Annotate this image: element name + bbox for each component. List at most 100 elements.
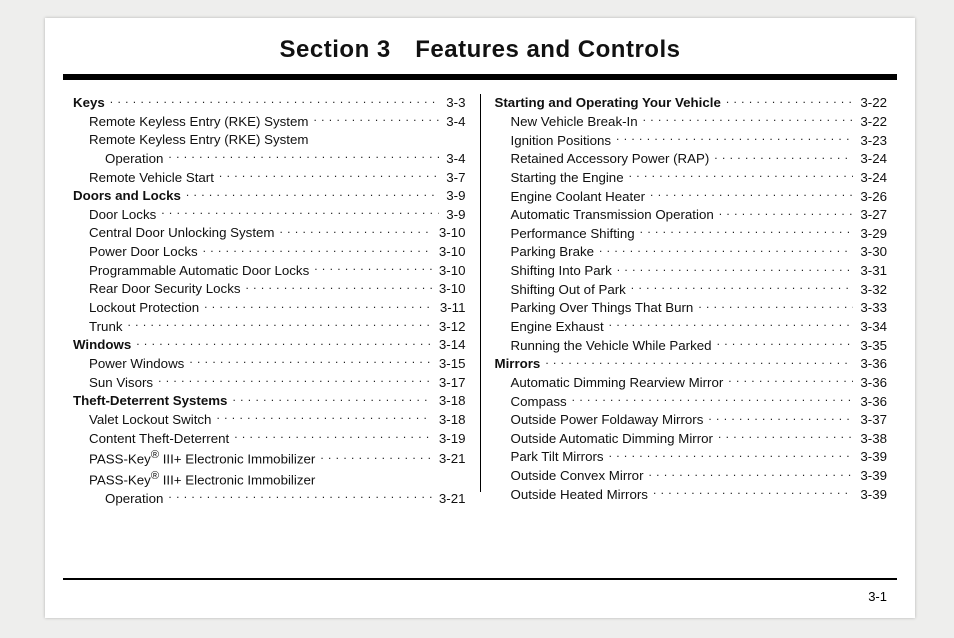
toc-page: 3-14: [437, 336, 466, 354]
title-rule: [63, 74, 897, 80]
toc-entry: Power Windows3-15: [73, 355, 466, 374]
toc-leader-dots: [599, 243, 853, 256]
toc-page: 3-9: [444, 187, 465, 205]
toc-leader-dots: [320, 450, 432, 463]
toc-label: Outside Automatic Dimming Mirror: [511, 430, 713, 448]
footer-page-number: 3-1: [868, 589, 887, 604]
toc-entry: Parking Over Things That Burn3-33: [495, 299, 888, 318]
toc-right-column: Starting and Operating Your Vehicle3-22N…: [495, 94, 888, 508]
toc-entry: Outside Convex Mirror3-39: [495, 467, 888, 486]
toc-label: Programmable Automatic Door Locks: [89, 262, 309, 280]
toc-page: 3-36: [858, 374, 887, 392]
toc-page: 3-10: [437, 280, 466, 298]
toc-page: 3-39: [858, 486, 887, 504]
toc-page: 3-17: [437, 374, 466, 392]
toc-leader-dots: [714, 150, 853, 163]
toc-label: Doors and Locks: [73, 187, 181, 205]
toc-entry: Parking Brake 3-30: [495, 243, 888, 262]
toc-label: Retained Accessory Power (RAP): [511, 150, 710, 168]
toc-entry: Doors and Locks 3-9: [73, 187, 466, 206]
toc-label: Outside Heated Mirrors: [511, 486, 648, 504]
toc-page: 3-21: [437, 490, 466, 508]
toc-entry: Running the Vehicle While Parked3-35: [495, 336, 888, 355]
toc-entry: Programmable Automatic Door Locks3-10: [73, 261, 466, 280]
toc-page: 3-27: [858, 206, 887, 224]
toc-label: Valet Lockout Switch: [89, 411, 211, 429]
toc-label: Remote Keyless Entry (RKE) System: [89, 131, 308, 149]
toc-leader-dots: [219, 168, 439, 181]
toc-label: Performance Shifting: [511, 225, 635, 243]
toc-label: Trunk: [89, 318, 123, 336]
toc-label: Operation: [105, 150, 163, 168]
toc-label: Power Door Locks: [89, 243, 198, 261]
page: Section 3 Features and Controls Keys3-3 R…: [45, 18, 915, 618]
toc-page: 3-9: [444, 206, 465, 224]
toc-entry: Shifting Into Park3-31: [495, 262, 888, 281]
toc-label: Rear Door Security Locks: [89, 280, 241, 298]
toc-leader-dots: [203, 243, 432, 256]
toc-entry: Retained Accessory Power (RAP)3-24: [495, 150, 888, 169]
toc-label: Mirrors: [495, 355, 541, 373]
toc-leader-dots: [609, 448, 854, 461]
toc-page: 3-10: [437, 224, 466, 242]
toc-entry: PASS-Key® III+ Electronic Immobilizer: [73, 469, 466, 490]
toc-leader-dots: [110, 94, 439, 107]
toc-leader-dots: [726, 94, 854, 107]
toc-label: Running the Vehicle While Parked: [511, 337, 712, 355]
toc-label: Windows: [73, 336, 131, 354]
toc-label: Outside Power Foldaway Mirrors: [511, 411, 704, 429]
toc-label: Starting the Engine: [511, 169, 624, 187]
toc-leader-dots: [609, 318, 854, 331]
column-separator: [480, 94, 481, 492]
toc-page: 3-32: [858, 281, 887, 299]
toc-page: 3-29: [858, 225, 887, 243]
toc-leader-dots: [186, 187, 439, 200]
toc-leader-dots: [640, 224, 854, 237]
toc-leader-dots: [158, 373, 432, 386]
toc-page: 3-34: [858, 318, 887, 336]
toc-entry: Rear Door Security Locks 3-10: [73, 280, 466, 299]
toc-label: Park Tilt Mirrors: [511, 448, 604, 466]
toc-label: Door Locks: [89, 206, 156, 224]
footer-rule: [63, 578, 897, 580]
toc-label: Parking Brake: [511, 243, 595, 261]
toc-page: 3-30: [858, 243, 887, 261]
toc-label: Power Windows: [89, 355, 184, 373]
toc-entry: Starting the Engine3-24: [495, 169, 888, 188]
toc-page: 3-36: [858, 393, 887, 411]
toc-entry: Sun Visors3-17: [73, 373, 466, 392]
toc-entry: New Vehicle Break-In3-22: [495, 113, 888, 132]
toc-leader-dots: [650, 187, 853, 200]
toc-label: Engine Exhaust: [511, 318, 604, 336]
toc-entry: Shifting Out of Park 3-32: [495, 280, 888, 299]
toc-label: Ignition Positions: [511, 132, 612, 150]
toc-entry: Compass3-36: [495, 392, 888, 411]
toc-leader-dots: [616, 131, 853, 144]
toc-entry: Theft-Deterrent Systems3-18: [73, 392, 466, 411]
toc-leader-dots: [189, 355, 432, 368]
toc-entry: Door Locks 3-9: [73, 206, 466, 225]
toc-entry: Windows 3-14: [73, 336, 466, 355]
toc-label: PASS-Key® III+ Electronic Immobilizer: [89, 469, 315, 490]
section-title: Section 3 Features and Controls: [45, 36, 915, 74]
toc-entry: Keys3-3: [73, 94, 466, 113]
toc-leader-dots: [314, 261, 432, 274]
toc-label: Shifting Out of Park: [511, 281, 626, 299]
toc-page: 3-23: [858, 132, 887, 150]
toc-entry: PASS-Key® III+ Electronic Immobilizer3-2…: [73, 448, 466, 469]
toc-page: 3-4: [444, 150, 465, 168]
toc-label: Theft-Deterrent Systems: [73, 392, 227, 410]
toc-leader-dots: [136, 336, 432, 349]
toc-leader-dots: [643, 113, 854, 126]
toc-entry: Remote Vehicle Start3-7: [73, 168, 466, 187]
toc-leader-dots: [649, 467, 854, 480]
toc-leader-dots: [128, 317, 432, 330]
toc-page: 3-26: [858, 188, 887, 206]
toc-entry: Outside Heated Mirrors 3-39: [495, 485, 888, 504]
toc-leader-dots: [629, 169, 854, 182]
toc-leader-dots: [728, 374, 853, 387]
toc-label: Starting and Operating Your Vehicle: [495, 94, 721, 112]
toc-entry: Engine Exhaust 3-34: [495, 318, 888, 337]
toc-entry: Starting and Operating Your Vehicle3-22: [495, 94, 888, 113]
toc-leader-dots: [545, 355, 853, 368]
